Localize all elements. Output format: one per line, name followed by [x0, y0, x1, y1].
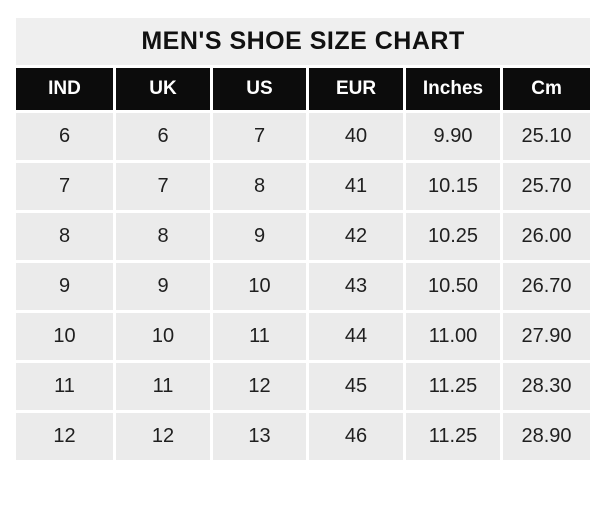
table-cell: 11	[13, 360, 116, 413]
table-row: 6 6 7 40 9.90 25.10	[13, 110, 594, 163]
size-table: MEN'S SHOE SIZE CHART IND UK US EUR Inch…	[12, 15, 594, 463]
table-cell: 12	[210, 360, 309, 413]
table-cell: 12	[113, 410, 213, 463]
table-cell: 9.90	[403, 110, 503, 163]
title-row: MEN'S SHOE SIZE CHART	[12, 15, 594, 68]
table-cell: 8	[210, 160, 309, 213]
table-row: 11 11 12 45 11.25 28.30	[13, 360, 594, 413]
table-cell: 46	[306, 410, 406, 463]
table-cell: 40	[306, 110, 406, 163]
table-cell: 8	[113, 210, 213, 263]
table-cell: 7	[13, 160, 116, 213]
chart-title: MEN'S SHOE SIZE CHART	[12, 15, 594, 68]
table-cell: 9	[13, 260, 116, 313]
table-cell: 10	[113, 310, 213, 363]
table-cell: 9	[113, 260, 213, 313]
table-row: 12 12 13 46 11.25 28.90	[13, 410, 594, 463]
column-header-uk: UK	[113, 65, 213, 113]
table-cell: 25.70	[499, 160, 594, 213]
table-cell: 10.25	[403, 210, 503, 263]
table-cell: 28.30	[499, 360, 594, 413]
table-cell: 26.00	[499, 210, 594, 263]
table-cell: 8	[13, 210, 116, 263]
table-row: 7 7 8 41 10.15 25.70	[13, 160, 594, 213]
table-cell: 43	[306, 260, 406, 313]
table-cell: 7	[210, 110, 309, 163]
table-cell: 13	[210, 410, 309, 463]
table-cell: 42	[306, 210, 406, 263]
table-cell: 11.25	[403, 360, 503, 413]
table-cell: 11	[210, 310, 309, 363]
table-cell: 7	[113, 160, 213, 213]
table-cell: 44	[306, 310, 406, 363]
column-header-inches: Inches	[403, 65, 503, 113]
table-cell: 41	[306, 160, 406, 213]
table-cell: 27.90	[499, 310, 594, 363]
table-cell: 28.90	[499, 410, 594, 463]
table-cell: 9	[210, 210, 309, 263]
table-cell: 10.15	[403, 160, 503, 213]
table-cell: 6	[113, 110, 213, 163]
table-cell: 25.10	[499, 110, 594, 163]
table-cell: 6	[13, 110, 116, 163]
table-cell: 26.70	[499, 260, 594, 313]
table-row: 10 10 11 44 11.00 27.90	[13, 310, 594, 363]
table-row: 8 8 9 42 10.25 26.00	[13, 210, 594, 263]
column-header-cm: Cm	[499, 65, 594, 113]
column-header-us: US	[210, 65, 309, 113]
table-cell: 10.50	[403, 260, 503, 313]
table-cell: 11.00	[403, 310, 503, 363]
column-header-ind: IND	[13, 65, 116, 113]
column-header-eur: EUR	[306, 65, 406, 113]
table-row: 9 9 10 43 10.50 26.70	[13, 260, 594, 313]
table-cell: 10	[13, 310, 116, 363]
table-cell: 12	[13, 410, 116, 463]
table-cell: 45	[306, 360, 406, 413]
table-cell: 11.25	[403, 410, 503, 463]
header-row: IND UK US EUR Inches Cm	[13, 65, 594, 113]
shoe-size-chart: MEN'S SHOE SIZE CHART IND UK US EUR Inch…	[12, 15, 594, 463]
table-cell: 10	[210, 260, 309, 313]
table-cell: 11	[113, 360, 213, 413]
